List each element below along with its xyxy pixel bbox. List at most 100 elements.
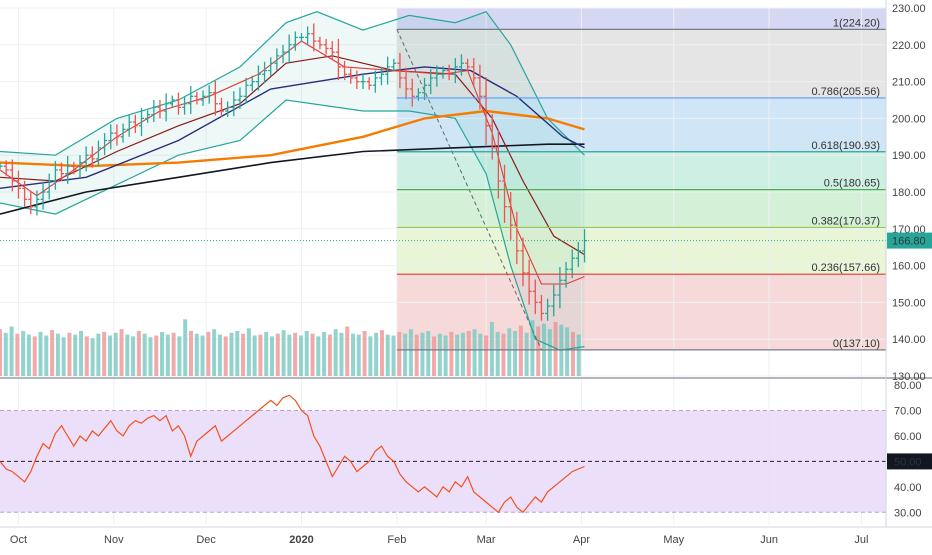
volume-bar [84, 336, 89, 376]
current-price-tag [887, 232, 932, 249]
time-tick-label: Dec [196, 534, 216, 546]
time-tick-label: Nov [104, 534, 124, 546]
time-tick-label: Feb [387, 534, 406, 546]
volume-bar [73, 334, 78, 376]
rsi-mid-tag [887, 453, 932, 470]
volume-bar [131, 336, 136, 376]
volume-bar [408, 329, 413, 376]
volume-bar [241, 333, 246, 376]
volume-bar [177, 336, 182, 376]
volume-bar [327, 334, 332, 376]
volume-bar [426, 331, 431, 376]
volume-bar [362, 331, 367, 376]
volume-bar [570, 331, 575, 376]
volume-bar [142, 333, 147, 376]
fib-band [396, 189, 886, 228]
volume-bar [3, 332, 8, 376]
price-tick-label: 140.00 [892, 334, 926, 346]
volume-bar [345, 326, 350, 376]
volume-bar [15, 333, 20, 376]
volume-bar [32, 336, 37, 376]
volume-bar [200, 335, 205, 376]
volume-bar [501, 333, 506, 376]
volume-bar [397, 331, 402, 376]
fib-level-label: 0(137.10) [833, 338, 880, 350]
time-tick-label: Jun [760, 534, 778, 546]
volume-bar [270, 336, 275, 376]
volume-bar [391, 335, 396, 376]
volume-bar [79, 331, 84, 376]
rsi-tick-label: 40.00 [894, 482, 922, 494]
bollinger-upper [0, 10, 585, 156]
volume-bar [38, 331, 43, 376]
volume-bar [495, 331, 500, 376]
price-tick-label: 220.00 [892, 40, 926, 52]
fib-band [396, 29, 886, 98]
volume-bar [472, 329, 477, 376]
volume-bar [351, 333, 356, 376]
volume-bar [385, 334, 390, 376]
volume-bar [206, 331, 211, 376]
fib-level-label: 0.382(170.37) [812, 215, 881, 227]
fib-level-label: 0.618(190.93) [812, 140, 881, 152]
volume-bar [443, 335, 448, 376]
bollinger-fill [0, 11, 585, 351]
volume-bar [90, 338, 95, 376]
price-tick-label: 160.00 [892, 261, 926, 273]
bollinger-lower [0, 99, 585, 351]
volume-bar [107, 335, 112, 376]
fib-band [396, 97, 886, 152]
fib-level-label: 0.5(180.65) [824, 178, 880, 190]
volume-bar [524, 332, 529, 376]
volume-bars [0, 319, 581, 376]
volume-bar [414, 334, 419, 376]
volume-bar [229, 332, 234, 376]
volume-bar [553, 322, 558, 376]
time-tick-label: May [663, 534, 684, 546]
volume-bar [547, 329, 552, 376]
volume-bar [455, 334, 460, 376]
volume-bar [293, 332, 298, 376]
volume-bar [252, 335, 257, 376]
fib-band [396, 227, 886, 275]
volume-bar [333, 329, 338, 376]
volume-bar [154, 335, 159, 376]
volume-bar [67, 332, 72, 376]
volume-bar [160, 331, 165, 376]
volume-bar [304, 331, 309, 376]
volume-bar [125, 334, 130, 376]
volume-bar [565, 327, 570, 376]
overlay-lines [0, 10, 886, 351]
volume-bar [322, 331, 327, 376]
rsi-tick-label: 80.00 [894, 380, 922, 392]
volume-bar [420, 332, 425, 376]
volume-bar [165, 334, 170, 376]
fib-band-top [396, 8, 886, 30]
volume-bar [61, 337, 66, 376]
fib-level-label: 0.236(157.66) [812, 262, 881, 274]
volume-bar [379, 330, 384, 376]
volume-bar [50, 330, 55, 376]
rsi-tick-label: 70.00 [894, 406, 922, 418]
volume-bar [275, 333, 280, 376]
volume-bar [44, 335, 49, 376]
volume-bar [536, 326, 541, 376]
current-price-label: 166.80 [892, 236, 926, 248]
volume-bar [212, 329, 217, 376]
price-tick-label: 150.00 [892, 297, 926, 309]
volume-bar [223, 336, 228, 376]
price-tick-label: 130.00 [892, 371, 926, 383]
rsi-tick-label: 60.00 [894, 431, 922, 443]
volume-bar [466, 331, 471, 376]
volume-bar [281, 330, 286, 376]
volume-bar [518, 325, 523, 376]
time-tick-label: Apr [573, 534, 590, 546]
volume-bar [136, 331, 141, 376]
volume-bar [489, 322, 494, 376]
volume-bar [374, 332, 379, 376]
volume-bar [513, 331, 518, 376]
volume-bar [432, 336, 437, 376]
